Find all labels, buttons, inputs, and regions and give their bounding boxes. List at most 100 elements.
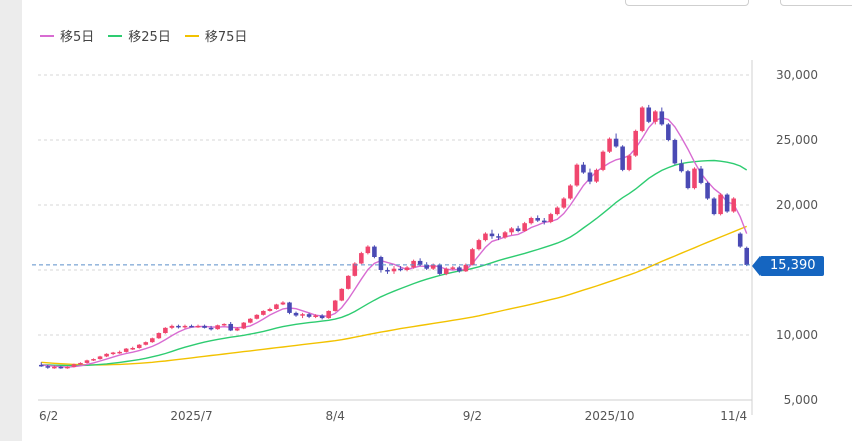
candle-body bbox=[646, 107, 652, 122]
candle-body bbox=[555, 207, 560, 215]
ma-line-1 bbox=[41, 159, 748, 367]
candle-body bbox=[150, 338, 155, 343]
candle-body bbox=[600, 151, 606, 170]
candle-body bbox=[685, 171, 691, 189]
candle-body bbox=[711, 198, 717, 215]
candle-body bbox=[502, 232, 508, 238]
candle-body bbox=[424, 264, 429, 269]
candle-body bbox=[391, 268, 397, 272]
candle-body bbox=[189, 325, 194, 328]
y-tick-label: 5,000 bbox=[784, 393, 818, 407]
candle-body bbox=[666, 124, 671, 140]
candle-body bbox=[78, 362, 83, 365]
candle-body bbox=[143, 342, 149, 345]
y-tick-label: 30,000 bbox=[776, 68, 818, 82]
candle-body bbox=[404, 267, 410, 270]
candle-body bbox=[692, 168, 697, 189]
x-axis-labels: 6/2 2025/7 8/4 9/2 2025/10 11/4 bbox=[39, 409, 747, 423]
candle-body bbox=[110, 352, 116, 355]
x-tick-label: 2025/7 bbox=[170, 409, 212, 423]
candle-body bbox=[568, 185, 573, 199]
x-tick-label: 8/4 bbox=[326, 409, 345, 423]
candle-body bbox=[535, 218, 540, 221]
candle-body bbox=[541, 220, 547, 223]
candle-body bbox=[639, 107, 645, 131]
candle-body bbox=[97, 356, 103, 360]
candle-body bbox=[65, 366, 70, 369]
legend-item-ma75: 移75日 bbox=[184, 26, 248, 45]
candle-body bbox=[163, 327, 168, 334]
legend-swatch-ma25 bbox=[108, 34, 123, 37]
toolbar-control-2[interactable] bbox=[780, 0, 852, 6]
legend-label-ma5: 移5日 bbox=[60, 30, 95, 45]
candle-body bbox=[58, 366, 64, 369]
candle-body bbox=[326, 310, 331, 319]
legend-swatch-ma75 bbox=[184, 34, 199, 37]
candle-body bbox=[208, 327, 214, 330]
candle-body bbox=[483, 233, 488, 241]
candle-body bbox=[626, 155, 632, 170]
x-tick-label: 11/4 bbox=[720, 409, 747, 423]
candle-body bbox=[652, 111, 658, 122]
candle-body bbox=[339, 288, 345, 301]
candle-body bbox=[594, 169, 599, 182]
candle-body bbox=[221, 323, 227, 326]
candle-body bbox=[515, 228, 521, 231]
candle-body bbox=[241, 322, 247, 329]
candle-body bbox=[84, 360, 90, 363]
candle-body bbox=[430, 264, 436, 269]
candle-body bbox=[117, 351, 122, 354]
chart-legend: 移5日 移25日 移75日 bbox=[40, 26, 247, 45]
candle-body bbox=[195, 325, 201, 328]
legend-item-ma25: 移25日 bbox=[108, 26, 171, 45]
candle-body bbox=[698, 168, 704, 183]
candlesticks bbox=[38, 104, 750, 369]
candle-body bbox=[359, 253, 364, 264]
candle-body bbox=[169, 325, 175, 328]
y-tick-label: 25,000 bbox=[776, 133, 818, 147]
candle-body bbox=[476, 240, 482, 250]
candle-body bbox=[411, 260, 416, 268]
legend-label-ma25: 移25日 bbox=[128, 30, 171, 45]
candle-body bbox=[398, 268, 403, 271]
candle-body bbox=[470, 249, 475, 265]
y-tick-label: 10,000 bbox=[776, 328, 818, 342]
candle-body bbox=[136, 344, 142, 348]
candle-body bbox=[91, 359, 96, 361]
candle-body bbox=[267, 309, 273, 311]
candle-body bbox=[633, 130, 638, 156]
candle-body bbox=[378, 257, 384, 270]
candle-body bbox=[724, 194, 730, 212]
candle-body bbox=[345, 275, 351, 289]
candle-body bbox=[156, 333, 162, 339]
candle-body bbox=[71, 364, 77, 367]
candle-body bbox=[176, 325, 181, 328]
candle-body bbox=[613, 138, 619, 147]
candle-body bbox=[234, 328, 240, 331]
candle-body bbox=[365, 246, 371, 254]
candle-body bbox=[182, 325, 188, 328]
y-tick-label: 20,000 bbox=[776, 198, 818, 212]
toolbar-control[interactable] bbox=[625, 0, 749, 6]
candle-body bbox=[293, 312, 299, 316]
candle-body bbox=[528, 218, 534, 224]
candle-body bbox=[417, 260, 423, 265]
candle-body bbox=[274, 304, 279, 309]
candle-body bbox=[300, 314, 305, 316]
candle-body bbox=[52, 366, 57, 369]
candle-body bbox=[104, 353, 109, 357]
candle-body bbox=[254, 314, 260, 319]
candle-body bbox=[509, 228, 514, 233]
candle-body bbox=[718, 194, 723, 215]
candle-body bbox=[215, 325, 220, 330]
candle-body bbox=[352, 263, 358, 276]
moving-average-lines bbox=[41, 117, 748, 368]
candle-body bbox=[123, 348, 129, 352]
candle-body bbox=[587, 172, 593, 182]
candle-body bbox=[261, 310, 266, 315]
candle-body bbox=[38, 364, 44, 367]
legend-label-ma75: 移75日 bbox=[204, 30, 248, 45]
candle-body bbox=[607, 138, 612, 152]
x-tick-label: 6/2 bbox=[39, 409, 58, 423]
